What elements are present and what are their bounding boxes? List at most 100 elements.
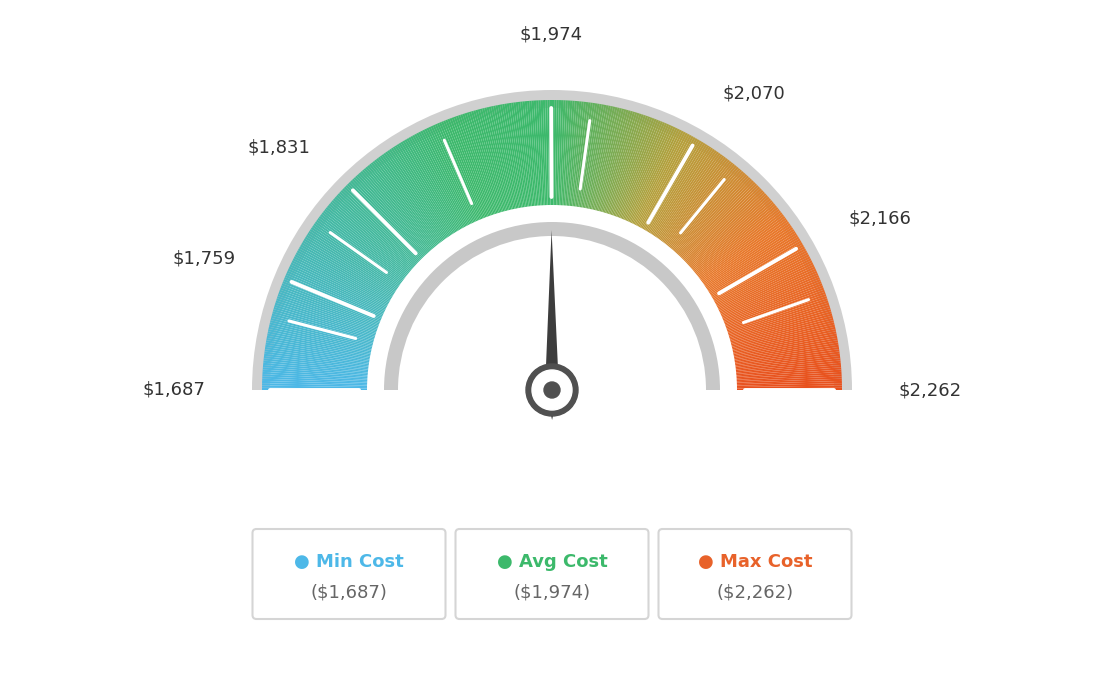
Wedge shape — [661, 164, 735, 255]
Wedge shape — [613, 118, 655, 226]
Wedge shape — [317, 218, 411, 287]
Wedge shape — [265, 344, 379, 364]
Wedge shape — [527, 101, 539, 216]
Wedge shape — [720, 305, 830, 340]
FancyBboxPatch shape — [658, 529, 851, 619]
Wedge shape — [447, 119, 490, 227]
Wedge shape — [626, 128, 678, 233]
Wedge shape — [631, 132, 686, 235]
Text: $1,831: $1,831 — [247, 139, 310, 157]
Wedge shape — [395, 145, 458, 243]
Wedge shape — [388, 150, 454, 246]
Wedge shape — [592, 108, 619, 220]
Wedge shape — [406, 138, 465, 239]
Wedge shape — [681, 195, 768, 273]
Wedge shape — [643, 141, 703, 241]
Wedge shape — [574, 102, 591, 217]
Wedge shape — [580, 104, 599, 217]
Wedge shape — [620, 123, 667, 229]
Wedge shape — [350, 180, 432, 264]
Wedge shape — [548, 100, 551, 215]
Wedge shape — [725, 356, 840, 371]
Wedge shape — [431, 126, 480, 231]
Wedge shape — [270, 320, 382, 349]
Wedge shape — [263, 365, 378, 376]
Wedge shape — [640, 139, 700, 239]
Wedge shape — [275, 302, 385, 339]
Wedge shape — [708, 256, 810, 310]
Wedge shape — [412, 135, 469, 237]
Wedge shape — [726, 379, 842, 384]
Wedge shape — [726, 365, 841, 376]
Wedge shape — [311, 227, 407, 293]
Wedge shape — [648, 148, 713, 244]
Wedge shape — [583, 105, 606, 218]
Wedge shape — [411, 136, 468, 237]
Wedge shape — [489, 106, 516, 219]
Wedge shape — [347, 184, 429, 266]
Wedge shape — [263, 363, 378, 375]
Wedge shape — [719, 302, 829, 339]
Wedge shape — [614, 119, 657, 227]
Wedge shape — [537, 100, 544, 215]
Wedge shape — [509, 103, 528, 217]
Wedge shape — [604, 113, 639, 223]
Wedge shape — [723, 333, 837, 357]
Wedge shape — [707, 255, 809, 309]
Wedge shape — [374, 159, 446, 252]
Wedge shape — [300, 244, 401, 304]
Wedge shape — [496, 105, 519, 218]
Wedge shape — [721, 311, 831, 344]
Wedge shape — [263, 372, 378, 380]
Wedge shape — [349, 181, 431, 265]
Wedge shape — [713, 279, 820, 324]
Wedge shape — [552, 100, 554, 215]
Wedge shape — [637, 137, 696, 238]
Wedge shape — [289, 264, 394, 315]
Wedge shape — [641, 140, 701, 240]
Wedge shape — [719, 300, 828, 337]
Text: ● Min Cost: ● Min Cost — [294, 553, 404, 571]
Wedge shape — [595, 109, 626, 221]
Wedge shape — [722, 324, 835, 352]
Wedge shape — [305, 237, 403, 299]
Wedge shape — [383, 152, 452, 248]
Wedge shape — [688, 207, 778, 281]
Wedge shape — [262, 388, 376, 390]
Wedge shape — [280, 286, 389, 328]
Wedge shape — [301, 242, 402, 302]
Wedge shape — [573, 102, 588, 217]
Wedge shape — [575, 103, 593, 217]
Wedge shape — [597, 110, 628, 221]
Wedge shape — [708, 258, 811, 312]
Wedge shape — [320, 214, 413, 285]
Wedge shape — [460, 114, 498, 224]
Wedge shape — [704, 246, 805, 304]
Wedge shape — [269, 322, 382, 351]
Wedge shape — [372, 161, 445, 253]
Wedge shape — [330, 201, 418, 277]
Wedge shape — [391, 148, 456, 244]
Wedge shape — [625, 127, 676, 232]
Wedge shape — [359, 172, 436, 259]
Wedge shape — [630, 130, 683, 234]
Wedge shape — [710, 264, 815, 315]
Wedge shape — [285, 275, 392, 322]
Wedge shape — [312, 225, 408, 292]
Wedge shape — [687, 205, 777, 279]
Wedge shape — [346, 185, 428, 267]
Wedge shape — [286, 273, 392, 320]
Wedge shape — [513, 102, 530, 217]
Wedge shape — [518, 101, 533, 216]
Wedge shape — [569, 101, 582, 216]
Wedge shape — [408, 137, 467, 238]
Wedge shape — [726, 360, 841, 373]
Wedge shape — [712, 273, 818, 320]
Wedge shape — [723, 327, 836, 353]
Wedge shape — [581, 104, 602, 217]
Wedge shape — [588, 106, 615, 219]
Wedge shape — [534, 101, 542, 215]
Wedge shape — [270, 318, 382, 348]
Wedge shape — [682, 197, 769, 274]
Wedge shape — [416, 132, 471, 235]
